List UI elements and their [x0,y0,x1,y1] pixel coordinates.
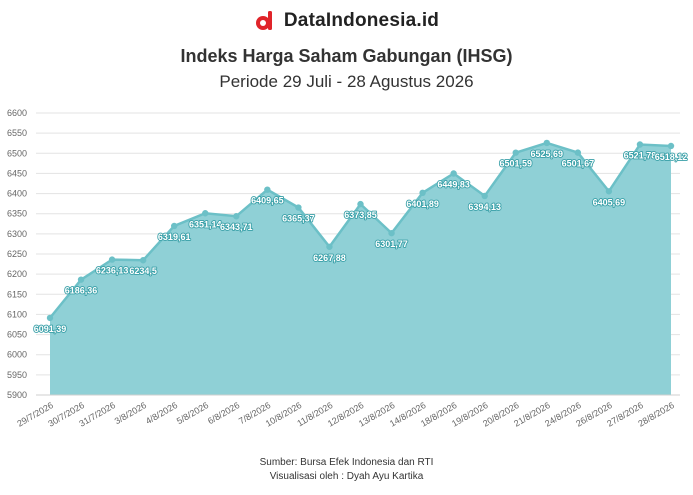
data-point [512,149,519,156]
data-point [202,210,209,217]
source-note: Sumber: Bursa Efek Indonesia dan RTI [259,457,434,468]
visualization-credit: Visualisasi oleh : Dyah Ayu Kartika [269,471,424,482]
data-point [543,139,550,147]
y-tick-label: 6050 [7,330,27,340]
data-point [139,257,147,264]
y-tick-label: 6500 [7,148,27,158]
data-point [357,200,364,208]
data-label: 6301,77 [375,239,408,249]
data-point [450,170,457,177]
x-tick-label: 5/8/2026 [175,400,210,426]
data-label: 6365,37 [282,214,315,224]
y-tick-label: 6350 [7,209,27,219]
data-label: 6409,65 [251,196,284,206]
y-tick-label: 6550 [7,128,27,138]
data-point [233,213,240,220]
y-tick-label: 6000 [7,350,27,360]
data-label: 6351,14 [189,219,222,229]
ihsg-area-chart: 5900 5950 6000 6050 6100 6150 6200 6250 6300 6350… [7,108,688,429]
y-tick-label: 6150 [7,289,27,299]
data-label: 6186,36 [65,286,98,296]
data-point [108,256,116,263]
data-label: 6501,59 [499,159,532,169]
brand-header: DataIndonesia.id [0,10,693,32]
data-point [388,229,395,237]
data-point [326,243,333,250]
data-label: 6401,89 [406,199,439,209]
data-point [295,204,302,211]
data-point [636,141,644,148]
data-label: 6236,13 [96,266,129,276]
data-point [171,222,178,230]
data-label: 6319,61 [158,232,191,242]
y-tick-label: 6600 [7,108,27,118]
data-label: 6373,85 [344,210,377,220]
data-label: 6234,5 [129,266,157,276]
data-point [264,186,271,193]
y-tick-label: 6400 [7,189,27,199]
series-area [50,142,671,395]
y-tick-label: 6450 [7,168,27,178]
data-point [481,192,488,200]
y-tick-label: 5900 [7,390,27,400]
data-label: 6521,78 [624,151,657,161]
y-tick-label: 5950 [7,370,27,380]
y-tick-label: 6200 [7,269,27,279]
data-point [419,189,426,197]
data-label: 6405,69 [593,197,626,207]
data-label: 6501,67 [562,159,595,169]
y-tick-label: 6250 [7,249,27,259]
dataindonesia-logo-icon [255,11,272,30]
data-label: 6267,88 [313,253,346,263]
chart-subtitle: Periode 29 Juli - 28 Agustus 2026 [219,72,474,91]
data-label: 6343,71 [220,222,253,232]
x-tick-label: 3/8/2026 [113,400,148,426]
x-tick-label: 6/8/2026 [206,400,241,426]
y-tick-label: 6300 [7,229,27,239]
data-point [77,276,85,283]
data-label: 6091,39 [34,324,67,334]
data-point [667,142,675,150]
data-label: 6525,69 [531,149,564,159]
data-point [605,188,613,195]
data-point [574,149,582,156]
x-tick-label: 4/8/2026 [144,400,179,426]
brand-name: DataIndonesia.id [283,10,440,31]
data-point [46,314,54,322]
data-label: 6518,12 [655,152,688,162]
data-label: 6394,13 [468,202,501,212]
data-label: 6449,83 [437,179,470,189]
chart-title: Indeks Harga Saham Gabungan (IHSG) [180,46,513,66]
y-tick-label: 6100 [7,309,27,319]
